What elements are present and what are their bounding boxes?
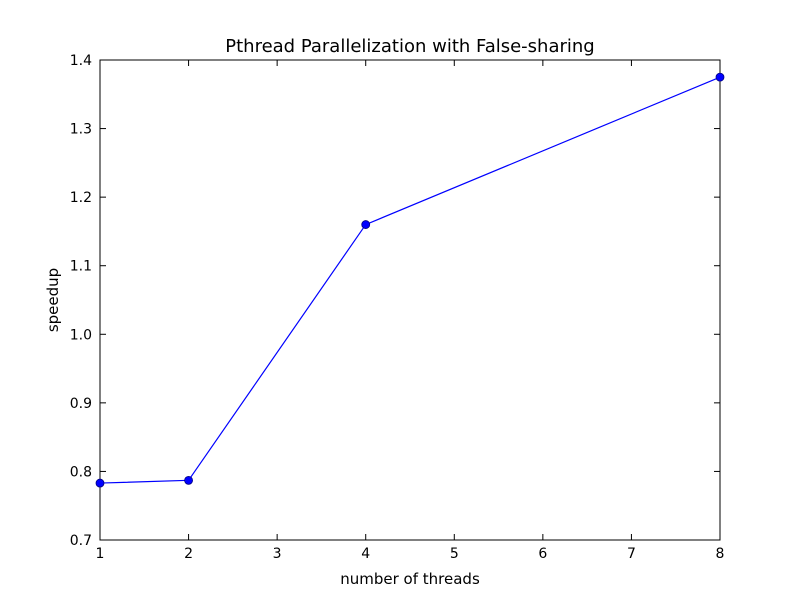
x-tick-label: 2 bbox=[184, 546, 193, 562]
y-tick-label: 0.9 bbox=[70, 396, 92, 412]
data-point bbox=[95, 478, 105, 488]
x-tick-label: 7 bbox=[627, 546, 636, 562]
y-axis-ticks: 0.7 0.8 0.9 1.0 1.1 1.2 1.3 1.4 bbox=[70, 53, 720, 549]
y-axis-title: speedup bbox=[44, 268, 62, 332]
x-tick-label: 1 bbox=[96, 546, 105, 562]
y-tick-label: 0.8 bbox=[70, 464, 92, 480]
y-tick-label: 1.4 bbox=[70, 53, 92, 69]
y-tick-label: 1.0 bbox=[70, 327, 92, 343]
x-tick-label: 4 bbox=[361, 546, 370, 562]
y-tick-label: 1.2 bbox=[70, 190, 92, 206]
data-point bbox=[715, 72, 725, 82]
chart-title: Pthread Parallelization with False-shari… bbox=[225, 36, 594, 57]
series-group bbox=[95, 72, 725, 488]
x-tick-label: 8 bbox=[716, 546, 725, 562]
series-line bbox=[99, 76, 721, 484]
y-tick-label: 0.7 bbox=[70, 533, 92, 549]
y-tick-label: 1.3 bbox=[70, 122, 92, 138]
x-axis-ticks: 1 2 3 4 5 6 7 8 bbox=[96, 60, 725, 562]
x-axis-title: number of threads bbox=[340, 570, 480, 588]
plot-area bbox=[99, 59, 721, 541]
x-tick-label: 5 bbox=[450, 546, 459, 562]
data-point bbox=[361, 220, 371, 229]
x-tick-label: 6 bbox=[538, 546, 547, 562]
y-tick-label: 1.1 bbox=[70, 259, 92, 275]
x-tick-label: 3 bbox=[273, 546, 282, 562]
data-point bbox=[184, 475, 193, 485]
